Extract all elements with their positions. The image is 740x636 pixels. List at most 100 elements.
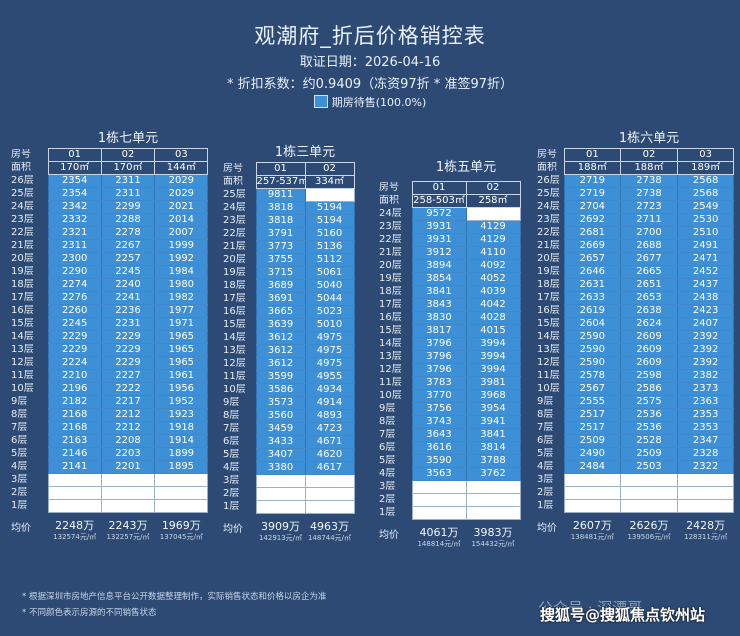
unit-price-cell: 1956: [154, 382, 209, 396]
floor-row: 24层 9572: [378, 207, 521, 221]
unit-price-cell: 1999: [154, 239, 209, 253]
empty-cell: [676, 473, 735, 487]
floor-row: 2层: [378, 493, 521, 507]
unit-price-cell: 3380: [255, 461, 306, 475]
floor-label: 8层: [537, 409, 554, 420]
unit-price-cell: 3691: [255, 292, 306, 306]
floor-label: 17层: [11, 292, 34, 303]
unit-price-cell: 2688: [620, 239, 678, 253]
floor-row: 4层 3380 4617: [222, 461, 355, 475]
floor-row: 20层 2657 2677 2471: [536, 252, 735, 266]
avg-price: 3909万 142913元/㎡: [256, 518, 305, 543]
unit-price-cell: 2638: [620, 304, 678, 318]
floor-row: 6层 3433 4671: [222, 435, 355, 449]
floor-label: 23层: [223, 215, 246, 226]
avg-total: 2626万: [629, 519, 669, 532]
unit-price-cell: 3788: [465, 454, 521, 468]
unit-price-cell: 2509: [620, 447, 678, 461]
avg-unit-price: 138481元/㎡: [570, 533, 614, 541]
unit-price-cell: 3843: [411, 298, 467, 312]
floor-row: 3层: [222, 474, 355, 488]
unit-price-cell: 1899: [154, 447, 209, 461]
floor-row: 1层: [10, 499, 209, 513]
floor-label: 21层: [537, 240, 560, 251]
floor-label: 14层: [379, 338, 402, 349]
empty-cell: [304, 474, 355, 488]
unit-price-cell: 2631: [563, 278, 622, 292]
unit-price-cell: 1992: [154, 252, 209, 266]
floor-label: 4层: [11, 461, 28, 472]
unit-price-cell: 2353: [676, 408, 735, 422]
floor-row: 8层 2168 2212 1923: [10, 408, 209, 422]
floor-row: 18层 3689 5040: [222, 279, 355, 293]
unit-price-cell: 3665: [255, 305, 306, 319]
unit-price-cell: 4975: [304, 331, 355, 345]
floor-row: 3层: [536, 473, 735, 487]
floor-row: 9层 2555 2575 2363: [536, 395, 735, 409]
floor-row: 14层 2590 2609 2392: [536, 330, 735, 344]
floor-label: 24层: [379, 208, 402, 219]
unit-price-cell: 4955: [304, 370, 355, 384]
empty-cell: [255, 474, 306, 488]
unit-price-cell: 3796: [411, 350, 467, 364]
floor-row: 19层 3854 4052: [378, 272, 521, 286]
unit-price-cell: 2723: [620, 200, 678, 214]
unit-price-cell: 1977: [154, 304, 209, 318]
avg-price: 2248万 132574元/㎡: [48, 517, 101, 542]
floor-label: 2层: [537, 487, 554, 498]
floor-label: 11层: [223, 371, 246, 382]
unit-price-cell: 5160: [304, 227, 355, 241]
floor-row: 13层 3796 3994: [378, 350, 521, 364]
floor-label: 4层: [537, 461, 554, 472]
unit-price-cell: 1895: [154, 460, 209, 474]
row-label: 面积: [379, 195, 399, 206]
floor-label: 17层: [223, 293, 246, 304]
floor-label: 24层: [537, 201, 560, 212]
unit-price-cell: 2146: [47, 447, 102, 461]
unit-price-cell: 3994: [465, 363, 521, 377]
unit-price-cell: 3459: [255, 422, 306, 436]
unit-price-cell: 2657: [563, 252, 622, 266]
unit-price-cell: 2363: [676, 395, 735, 409]
empty-cell: [465, 480, 521, 494]
unit-price-cell: 9572: [411, 207, 467, 221]
floor-row: 12层 2224 2229 1965: [10, 356, 209, 370]
unit-price-cell: 5136: [304, 240, 355, 254]
unit-price-cell: 2240: [100, 278, 156, 292]
row-label: 房号: [223, 163, 243, 174]
floor-row: 19层 3715 5061: [222, 266, 355, 280]
unit-price-cell: 3796: [411, 337, 467, 351]
floor-row: 1层: [222, 500, 355, 514]
unit-price-cell: 5112: [304, 253, 355, 267]
avg-total: 2607万: [572, 519, 612, 532]
unit-price-cell: 2575: [620, 395, 678, 409]
unit-price-cell: 2196: [47, 382, 102, 396]
floor-row: 26层 2719 2738 2568: [536, 174, 735, 188]
floor-row: 22层 3931 4129: [378, 233, 521, 247]
building-name: 1栋七单元: [97, 131, 159, 146]
price-table: 房号 01 02 03 面积 188㎡ 188㎡ 189㎡ 26层 2719 2738 2568 25层…: [536, 148, 735, 513]
row-label: 面积: [537, 162, 557, 173]
empty-cell: [304, 487, 355, 501]
floor-label: 9层: [223, 397, 240, 408]
unit-price-cell: 2609: [620, 343, 678, 357]
floor-row: 2层: [222, 487, 355, 501]
unit-price-cell: 2568: [676, 187, 735, 201]
floor-label: 4层: [223, 462, 240, 473]
unit-price-cell: 3981: [465, 376, 521, 390]
avg-unit-price: 148814元/㎡: [417, 540, 461, 548]
unit-price-cell: 2182: [47, 395, 102, 409]
page-title: 观潮府_折后价格销控表: [254, 24, 486, 48]
unit-price-cell: 3818: [255, 214, 306, 228]
unit-price-cell: 3773: [255, 240, 306, 254]
floor-label: 10层: [11, 383, 34, 394]
unit-price-cell: 2212: [100, 421, 156, 435]
unit-number: 01: [411, 181, 467, 195]
unit-price-cell: 2633: [563, 291, 622, 305]
floor-row: 3层: [10, 473, 209, 487]
unit-price-cell: 1980: [154, 278, 209, 292]
unit-price-cell: 2471: [676, 252, 735, 266]
unit-price-cell: 3755: [255, 253, 306, 267]
floor-row: 4层 2141 2201 1895: [10, 460, 209, 474]
avg-label: 均价: [537, 523, 557, 534]
